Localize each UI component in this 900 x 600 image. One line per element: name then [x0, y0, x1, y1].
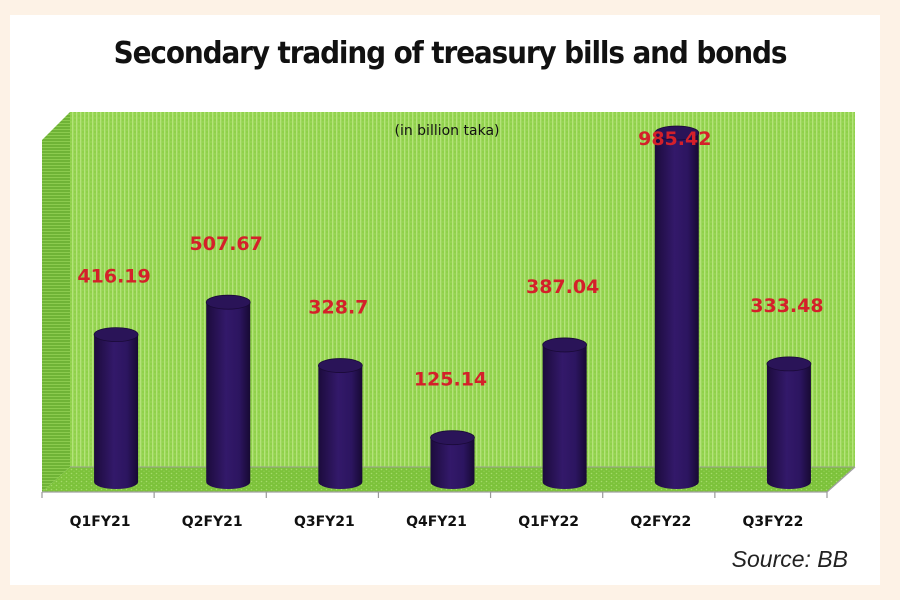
- bar-body: [318, 365, 363, 490]
- bar-cap: [654, 125, 700, 141]
- bar-q1fy21: [93, 327, 139, 490]
- bar-q2fy21: [205, 294, 251, 490]
- data-label: 507.67: [190, 233, 263, 255]
- bar-cap: [542, 337, 588, 353]
- data-label: 416.19: [77, 266, 150, 288]
- bar-body: [206, 302, 251, 490]
- chart-side-wall: [42, 112, 70, 492]
- bar-cap: [430, 430, 475, 446]
- category-label: Q2FY22: [630, 514, 691, 530]
- floor-right-edge: [826, 466, 856, 493]
- bar-cap: [766, 356, 812, 372]
- bar-cap: [317, 358, 363, 373]
- data-label: 333.48: [750, 295, 823, 317]
- category-label: Q1FY21: [70, 514, 131, 530]
- chart-title: Secondary trading of treasury bills and …: [113, 36, 788, 71]
- bar-body: [542, 344, 587, 490]
- bar-body: [654, 133, 699, 490]
- source-note: Source: BB: [731, 546, 848, 572]
- bar-q1fy22: [542, 337, 588, 490]
- data-label: 125.14: [414, 369, 487, 391]
- bar-q4fy21: [430, 430, 475, 490]
- data-label: 328.7: [308, 297, 368, 319]
- bar-q2fy22: [654, 125, 700, 490]
- category-label: Q4FY21: [406, 514, 467, 530]
- category-label: Q2FY21: [182, 514, 243, 530]
- bar-q3fy21: [317, 358, 363, 490]
- bar-body: [766, 363, 811, 490]
- category-label: Q1FY22: [518, 514, 579, 530]
- chart-back-wall: [70, 112, 855, 467]
- bar-cap: [205, 294, 251, 310]
- data-label: 387.04: [526, 276, 599, 298]
- data-label: 985.42: [638, 128, 711, 150]
- bar-body: [94, 334, 139, 490]
- category-label: Q3FY22: [743, 514, 804, 530]
- bar-q3fy22: [766, 356, 812, 490]
- category-label: Q3FY21: [294, 514, 355, 530]
- chart-subtitle: (in billion taka): [395, 123, 500, 139]
- bar-cap: [93, 327, 139, 343]
- bar-body: [430, 437, 475, 490]
